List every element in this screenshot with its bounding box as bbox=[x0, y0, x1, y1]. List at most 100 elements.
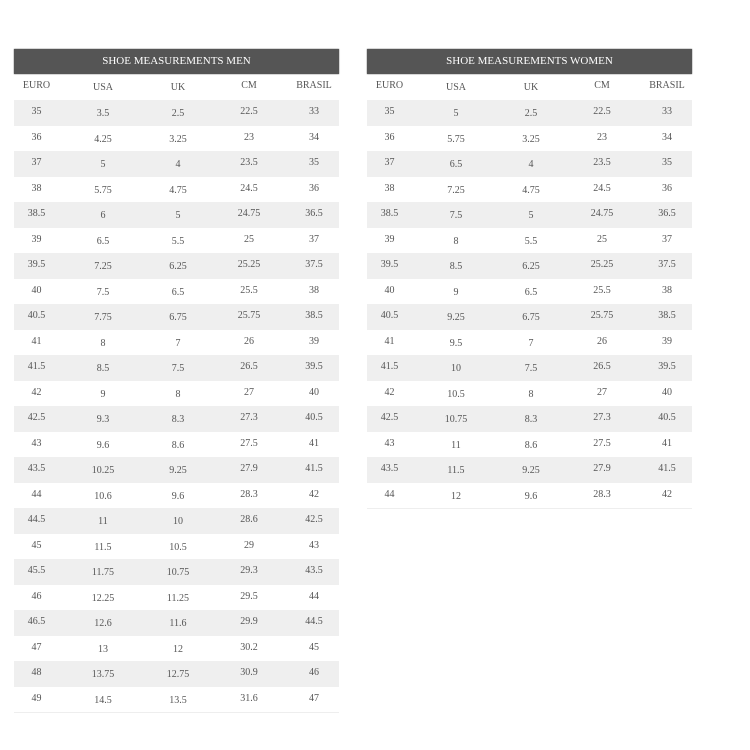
column-header-brasil: BRASIL bbox=[649, 80, 685, 91]
cell-uk: 3.25 bbox=[522, 133, 540, 145]
cell-euro: 42 bbox=[384, 386, 395, 398]
cell-usa: 12.25 bbox=[91, 592, 115, 604]
cell-brasil: 36 bbox=[309, 182, 319, 194]
cell-euro: 37 bbox=[31, 157, 42, 168]
cell-brasil: 45 bbox=[309, 641, 319, 653]
cell-brasil: 44 bbox=[309, 590, 319, 602]
cell-cm: 24.5 bbox=[240, 182, 258, 194]
cell-brasil: 39 bbox=[662, 335, 672, 347]
cell-usa: 5.75 bbox=[94, 184, 112, 196]
cell-usa: 7.5 bbox=[449, 210, 463, 221]
cell-usa: 9 bbox=[453, 286, 459, 298]
cell-brasil: 40 bbox=[662, 386, 672, 398]
table-row: 36 5.75 3.25 23 34 bbox=[367, 126, 692, 152]
column-header-brasil: BRASIL bbox=[296, 80, 332, 91]
cell-euro: 38 bbox=[384, 182, 395, 194]
cell-euro: 40.5 bbox=[27, 310, 46, 321]
cell-brasil: 37 bbox=[662, 233, 672, 245]
cell-uk: 6.5 bbox=[171, 286, 185, 298]
table-row: 47 13 12 30.2 45 bbox=[14, 636, 339, 662]
table-row: 40 7.5 6.5 25.5 38 bbox=[14, 279, 339, 305]
cell-usa: 7.75 bbox=[94, 312, 112, 323]
table-row: 39.5 8.5 6.25 25.25 37.5 bbox=[367, 253, 692, 279]
cell-brasil: 34 bbox=[309, 131, 319, 143]
cell-euro: 45 bbox=[31, 539, 42, 551]
cell-cm: 27 bbox=[597, 386, 607, 398]
cell-euro: 42.5 bbox=[380, 412, 399, 423]
cell-euro: 44.5 bbox=[27, 514, 46, 525]
cell-brasil: 37 bbox=[309, 233, 319, 245]
cell-uk: 6.5 bbox=[524, 286, 538, 298]
table-row: 43.5 11.5 9.25 27.9 41.5 bbox=[367, 457, 692, 483]
cell-uk: 7.5 bbox=[171, 363, 185, 374]
cell-uk: 13.5 bbox=[169, 694, 187, 706]
cell-brasil: 41.5 bbox=[305, 463, 323, 474]
cell-usa: 6.5 bbox=[96, 235, 110, 247]
cell-uk: 7 bbox=[528, 337, 534, 349]
cell-euro: 44 bbox=[384, 488, 395, 500]
table-row: 40.5 7.75 6.75 25.75 38.5 bbox=[14, 304, 339, 330]
cell-usa: 11 bbox=[98, 516, 108, 527]
column-header-cm: CM bbox=[594, 80, 610, 91]
cell-uk: 10.75 bbox=[166, 567, 190, 578]
table-row: 46 12.25 11.25 29.5 44 bbox=[14, 585, 339, 611]
cell-uk: 12.75 bbox=[166, 669, 190, 680]
cell-cm: 23.5 bbox=[240, 157, 258, 168]
cell-cm: 31.6 bbox=[240, 692, 258, 704]
cell-euro: 40 bbox=[384, 284, 395, 296]
cell-uk: 6.75 bbox=[522, 312, 540, 323]
table-bottom-divider bbox=[367, 508, 692, 509]
cell-uk: 11.25 bbox=[166, 592, 190, 604]
cell-usa: 10.5 bbox=[447, 388, 465, 400]
cell-brasil: 41.5 bbox=[658, 463, 676, 474]
column-header-euro: EURO bbox=[375, 80, 404, 91]
cell-cm: 26.5 bbox=[593, 361, 611, 372]
cell-cm: 23 bbox=[597, 131, 607, 143]
column-header-euro: EURO bbox=[22, 80, 51, 91]
cell-uk: 6.75 bbox=[169, 312, 187, 323]
column-header-uk: UK bbox=[170, 82, 186, 93]
cell-uk: 8.3 bbox=[171, 414, 185, 425]
cell-cm: 24.5 bbox=[593, 182, 611, 194]
cell-euro: 41 bbox=[31, 335, 42, 347]
cell-brasil: 41 bbox=[309, 437, 319, 449]
cell-euro: 45.5 bbox=[27, 565, 46, 576]
cell-usa: 11.75 bbox=[91, 567, 115, 578]
cell-brasil: 40 bbox=[309, 386, 319, 398]
table-row: 42.5 9.3 8.3 27.3 40.5 bbox=[14, 406, 339, 432]
cell-uk: 8.6 bbox=[524, 439, 538, 451]
cell-brasil: 46 bbox=[309, 667, 319, 678]
table-row: 42.5 10.75 8.3 27.3 40.5 bbox=[367, 406, 692, 432]
cell-brasil: 43 bbox=[309, 539, 319, 551]
cell-euro: 43.5 bbox=[380, 463, 399, 474]
cell-usa: 11 bbox=[451, 439, 461, 451]
cell-brasil: 35 bbox=[662, 157, 672, 168]
cell-cm: 28.3 bbox=[240, 488, 258, 500]
cell-uk: 9.6 bbox=[171, 490, 185, 502]
cell-usa: 9.6 bbox=[96, 439, 110, 451]
cell-euro: 44 bbox=[31, 488, 42, 500]
column-header-uk: UK bbox=[523, 82, 539, 93]
cell-brasil: 38.5 bbox=[658, 310, 676, 321]
cell-cm: 28.3 bbox=[593, 488, 611, 500]
cell-usa: 8 bbox=[453, 235, 459, 247]
cell-usa: 12.6 bbox=[94, 618, 112, 629]
cell-euro: 41.5 bbox=[27, 361, 46, 372]
cell-usa: 9.3 bbox=[96, 414, 110, 425]
cell-usa: 5 bbox=[453, 108, 459, 119]
column-header-row: EURO USA UK CM BRASIL bbox=[14, 74, 339, 100]
cell-euro: 42.5 bbox=[27, 412, 46, 423]
cell-cm: 25.25 bbox=[237, 259, 261, 270]
cell-brasil: 36.5 bbox=[658, 208, 676, 219]
cell-euro: 36 bbox=[384, 131, 395, 143]
cell-euro: 41.5 bbox=[380, 361, 399, 372]
column-header-cm: CM bbox=[241, 80, 257, 91]
cell-euro: 39.5 bbox=[27, 259, 46, 270]
cell-brasil: 40.5 bbox=[658, 412, 676, 423]
table-row: 39 8 5.5 25 37 bbox=[367, 228, 692, 254]
cell-uk: 2.5 bbox=[171, 108, 185, 119]
cell-uk: 12 bbox=[173, 643, 183, 655]
cell-cm: 25 bbox=[244, 233, 254, 245]
cell-euro: 38.5 bbox=[27, 208, 46, 219]
cell-euro: 43.5 bbox=[27, 463, 46, 474]
